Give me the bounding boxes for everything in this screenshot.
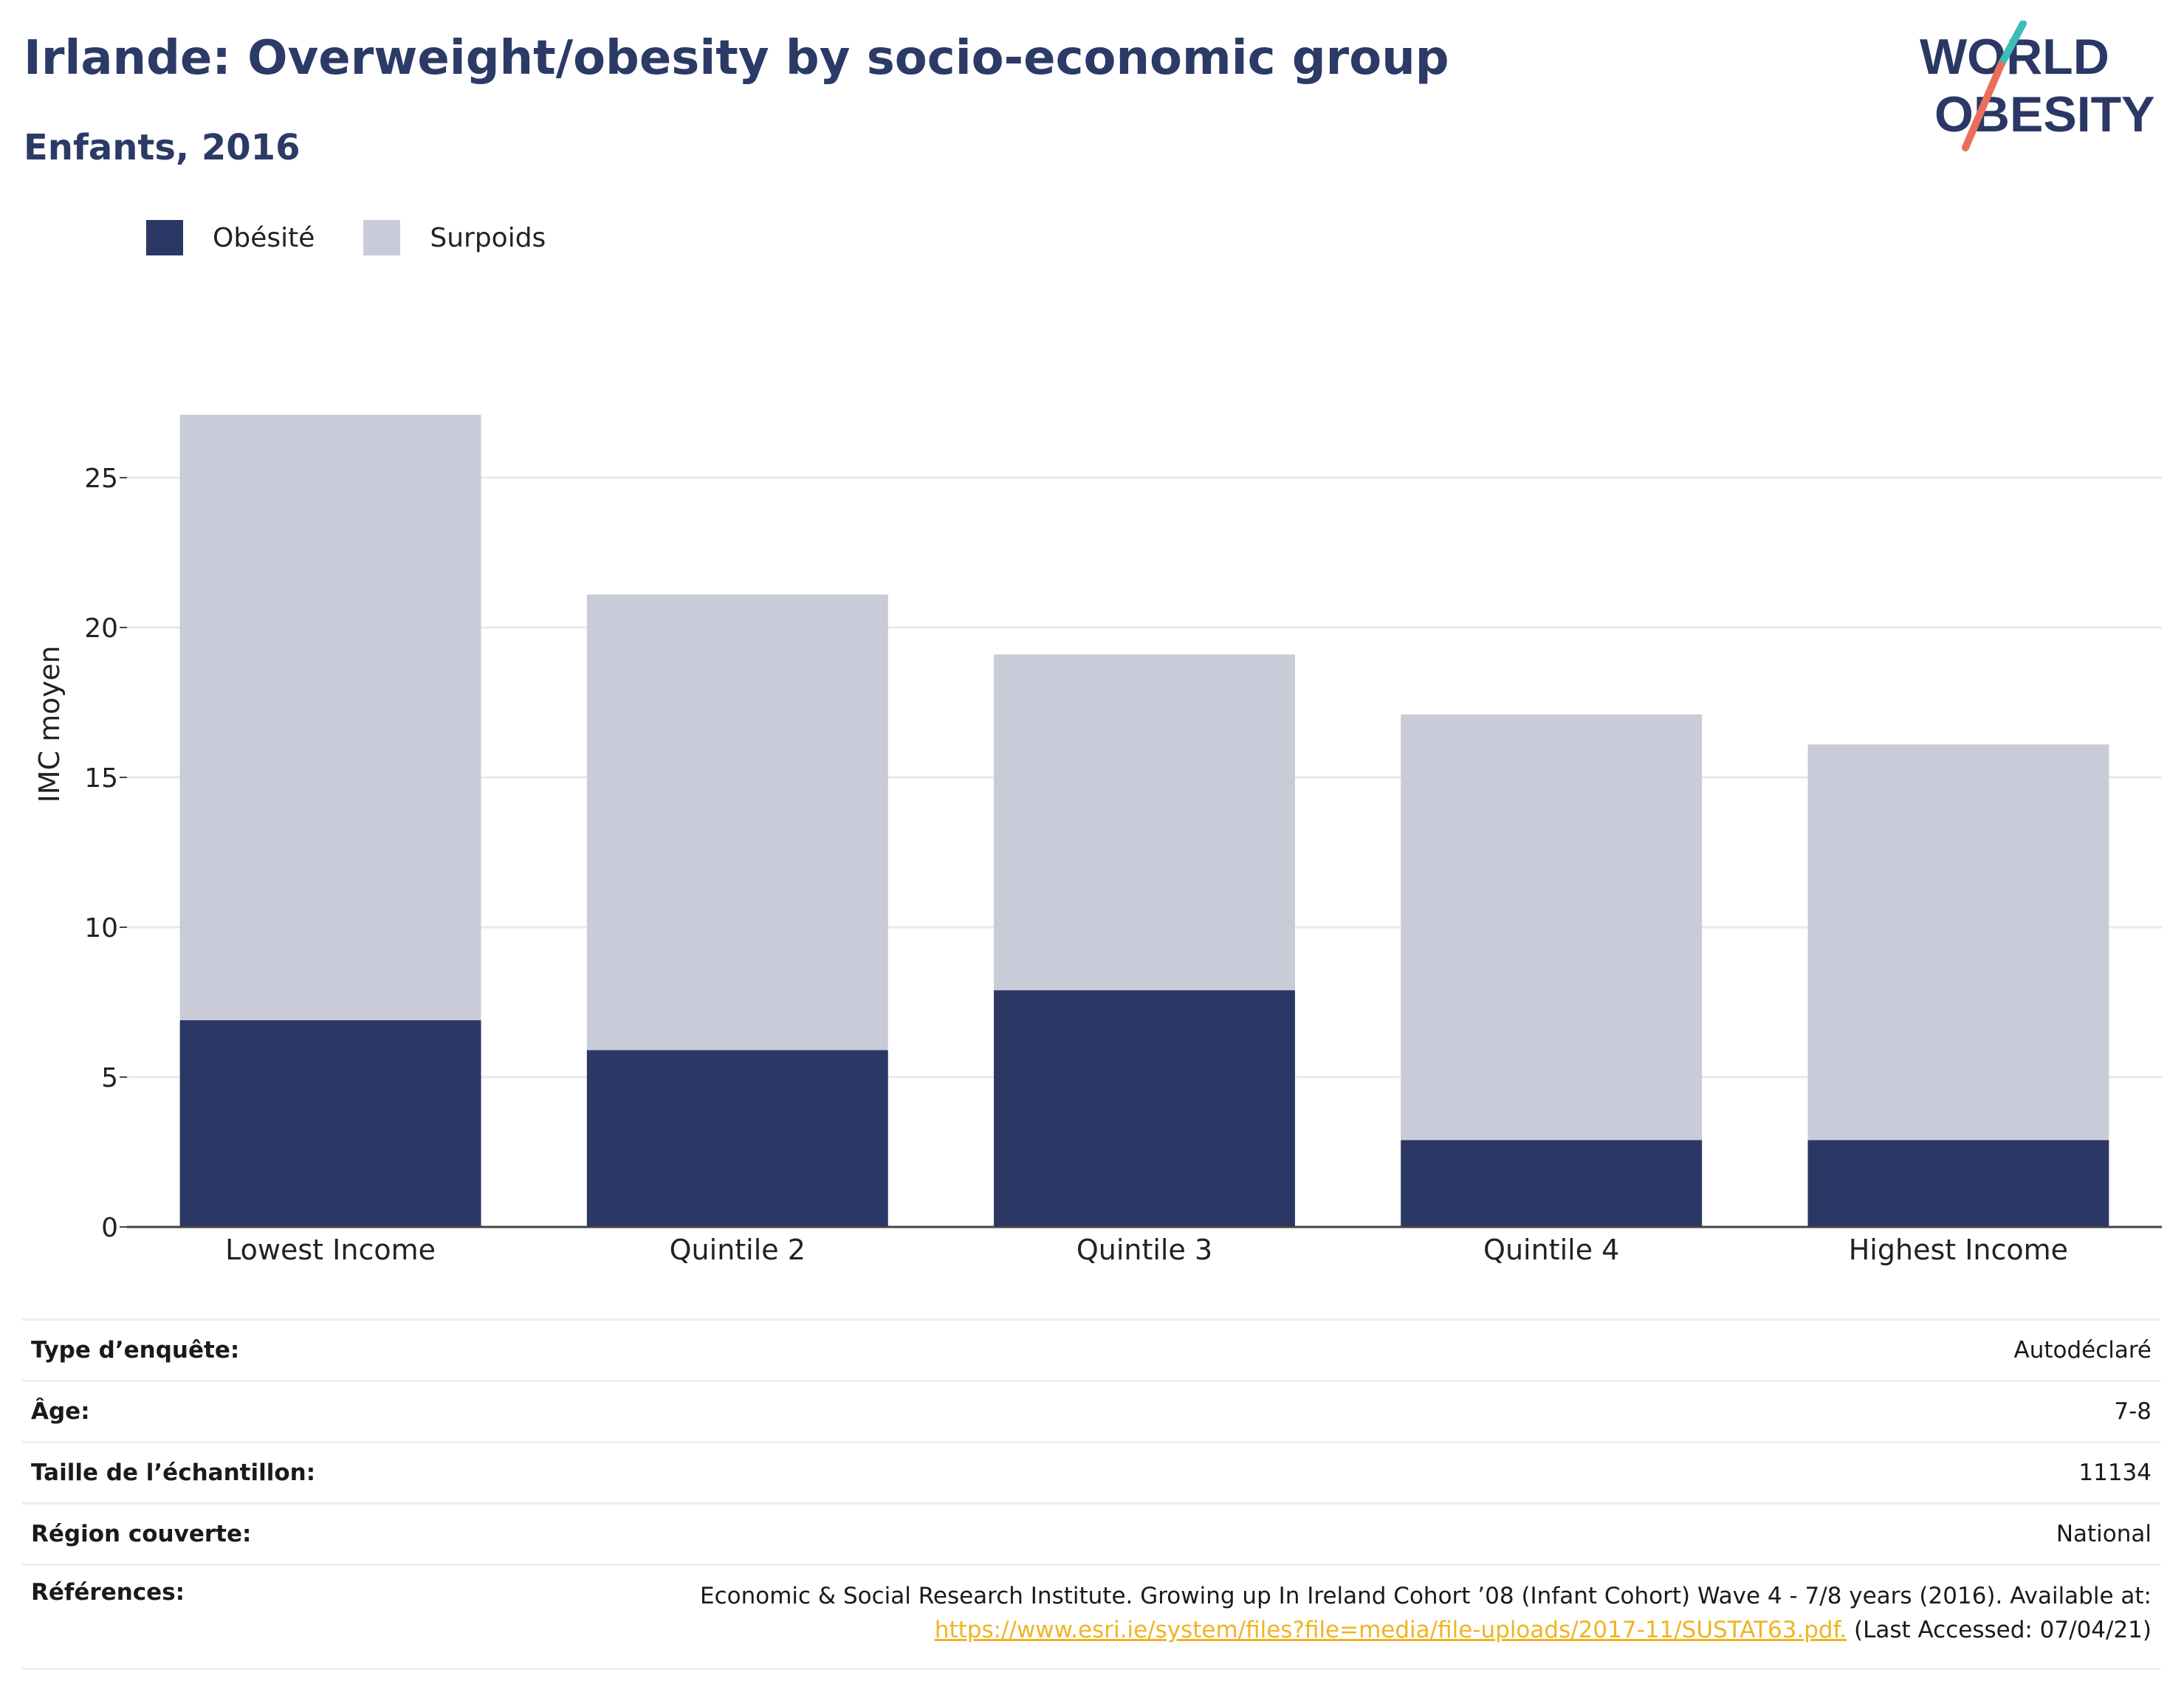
region-value: National bbox=[2056, 1521, 2152, 1547]
logo-slash-teal bbox=[1997, 21, 2027, 69]
legend-swatch-obesity bbox=[146, 220, 183, 255]
info-row-sample: Taille de l’échantillon: 11134 bbox=[22, 1442, 2160, 1504]
info-row-age: Âge: 7-8 bbox=[22, 1381, 2160, 1443]
references-link[interactable]: https://www.esri.ie/system/files?file=me… bbox=[934, 1617, 1847, 1643]
y-tick-label: 20 bbox=[84, 613, 118, 644]
bar-obesity bbox=[179, 1020, 481, 1227]
y-tick-label: 10 bbox=[84, 913, 118, 943]
age-value: 7-8 bbox=[2114, 1398, 2152, 1425]
y-tick-label: 15 bbox=[84, 763, 118, 794]
chart-title: Irlande: Overweight/obesity by socio-eco… bbox=[24, 31, 1449, 86]
x-tick-label: Quintile 2 bbox=[670, 1234, 806, 1266]
sample-size-label: Taille de l’échantillon: bbox=[31, 1460, 316, 1486]
y-tick-label: 5 bbox=[101, 1063, 118, 1093]
survey-type-value: Autodéclaré bbox=[2013, 1337, 2152, 1364]
x-tick-label: Quintile 4 bbox=[1483, 1234, 1619, 1266]
logo-slash-coral bbox=[1962, 61, 2005, 151]
info-row-references: Références: Economic & Social Research I… bbox=[22, 1564, 2160, 1669]
bar-chart: 0 5 10 15 20 25 Lowest Income Quintile 2 Quintil… bbox=[33, 414, 2162, 1266]
region-label: Région couverte: bbox=[31, 1521, 252, 1547]
y-tick-label: 0 bbox=[101, 1213, 118, 1243]
info-row-region: Région couverte: National bbox=[22, 1503, 2160, 1565]
survey-type-label: Type d’enquête: bbox=[31, 1337, 240, 1364]
info-row-survey-type: Type d’enquête: Autodéclaré bbox=[22, 1319, 2160, 1381]
bar-overweight bbox=[994, 654, 1295, 991]
legend-label-overweight: Surpoids bbox=[430, 222, 546, 253]
references-text: Economic & Social Research Institute. Gr… bbox=[700, 1583, 2152, 1609]
references-label: Références: bbox=[31, 1579, 185, 1606]
chart-subtitle: Enfants, 2016 bbox=[24, 127, 301, 168]
y-tick-label: 25 bbox=[84, 464, 118, 494]
legend-item-obesity[interactable]: Obésité bbox=[146, 220, 315, 255]
bar-overweight bbox=[1807, 744, 2109, 1141]
y-axis-title: IMC moyen bbox=[33, 646, 66, 803]
legend-label-obesity: Obésité bbox=[213, 222, 315, 253]
age-label: Âge: bbox=[31, 1398, 90, 1425]
bar-overweight bbox=[586, 594, 888, 1051]
bar-obesity bbox=[586, 1050, 888, 1227]
references-value: Economic & Social Research Institute. Gr… bbox=[483, 1565, 2160, 1669]
survey-info-table: Type d’enquête: Autodéclaré Âge: 7-8 Tai… bbox=[22, 1318, 2160, 1670]
bar-overweight bbox=[179, 414, 481, 1020]
x-tick-label: Highest Income bbox=[1849, 1234, 2068, 1266]
sample-size-value: 11134 bbox=[2078, 1460, 2152, 1486]
world-obesity-logo: WORLD OBESITY bbox=[1920, 21, 2155, 151]
bar-obesity bbox=[1401, 1140, 1703, 1227]
legend-item-overweight[interactable]: Surpoids bbox=[363, 220, 546, 255]
legend: Obésité Surpoids bbox=[146, 220, 594, 255]
bar-overweight bbox=[1401, 714, 1703, 1141]
references-accessed: (Last Accessed: 07/04/21) bbox=[1853, 1617, 2152, 1643]
x-tick-label: Quintile 3 bbox=[1076, 1234, 1212, 1266]
bar-obesity bbox=[1807, 1140, 2109, 1227]
bar-obesity bbox=[994, 990, 1295, 1227]
x-tick-label: Lowest Income bbox=[225, 1234, 436, 1266]
legend-swatch-overweight bbox=[363, 220, 401, 255]
